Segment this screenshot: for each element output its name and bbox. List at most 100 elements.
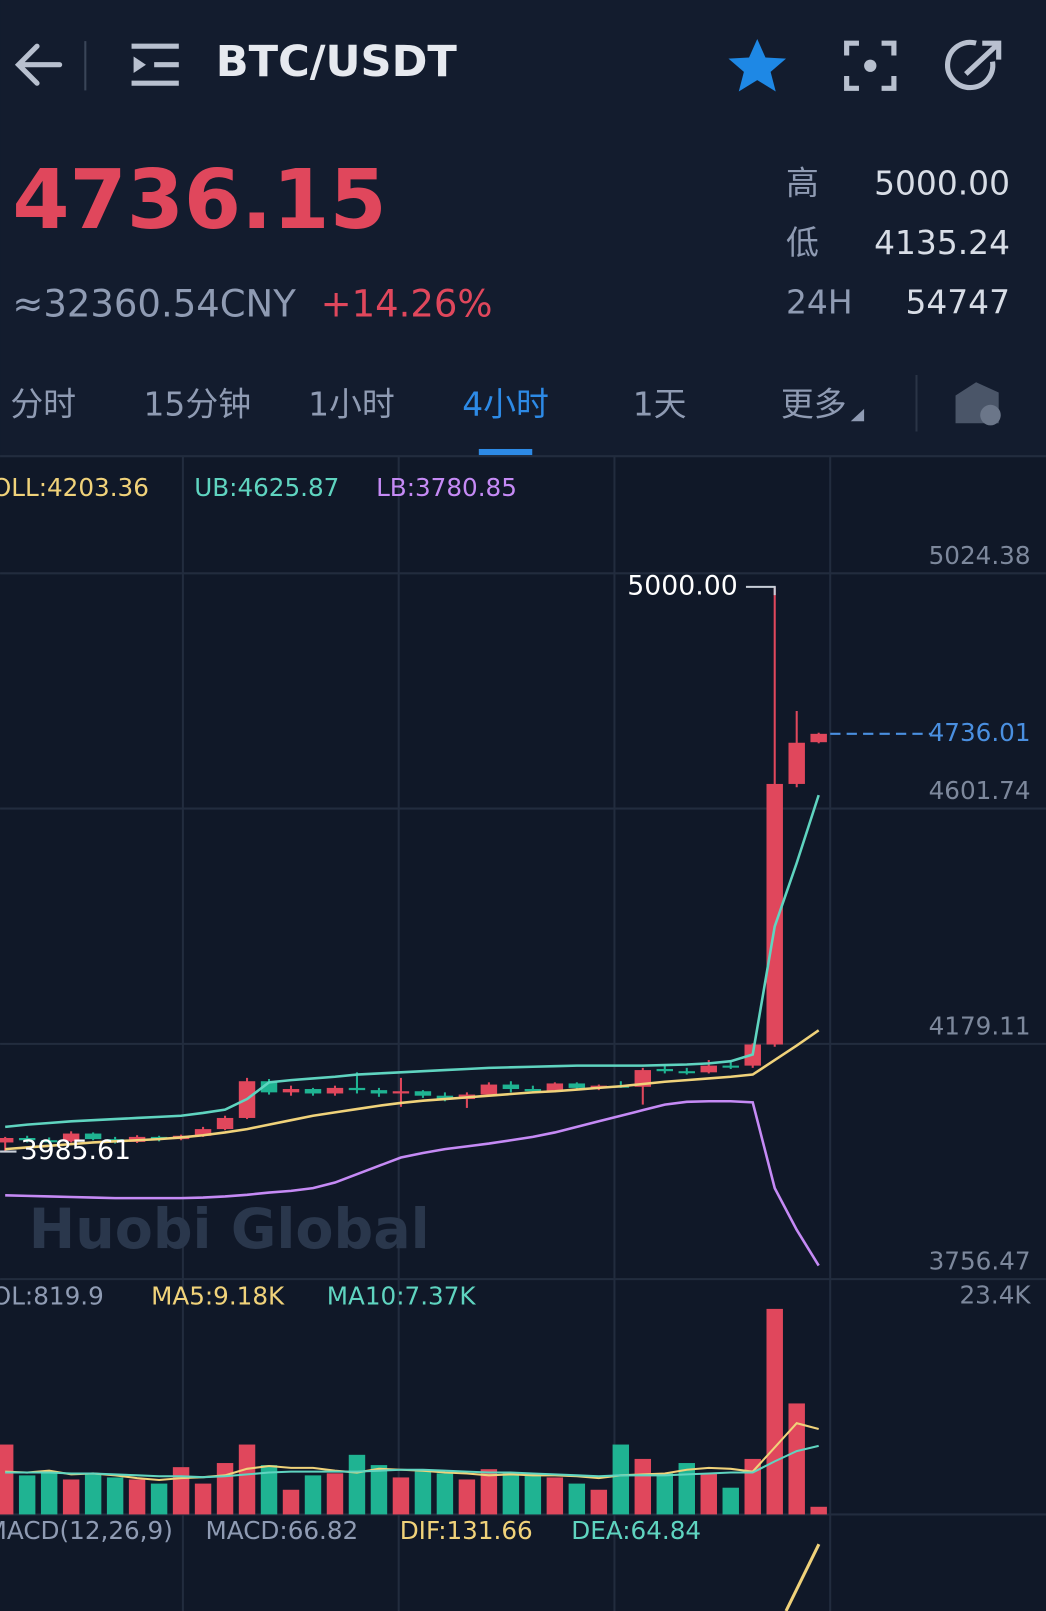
volume-bar bbox=[766, 1308, 783, 1515]
last-price-label: 4736.01 bbox=[929, 718, 1031, 747]
y-tick-label: 4601.74 bbox=[929, 776, 1031, 805]
volume-bar bbox=[128, 1479, 146, 1515]
back-icon[interactable] bbox=[14, 43, 63, 86]
candle-body bbox=[480, 1084, 498, 1095]
candle-body bbox=[392, 1091, 410, 1094]
volume-bar bbox=[502, 1473, 520, 1515]
candle-body bbox=[84, 1133, 102, 1140]
candle-body bbox=[546, 1083, 564, 1092]
volume-bar bbox=[370, 1465, 388, 1515]
macd-label: MACD:66.82 bbox=[206, 1516, 359, 1545]
candle-body bbox=[304, 1089, 322, 1094]
y-tick-label: 3756.47 bbox=[929, 1247, 1031, 1276]
macd-label: DIF:131.66 bbox=[400, 1516, 533, 1545]
volume-bar bbox=[788, 1403, 805, 1515]
candle-body bbox=[40, 1140, 58, 1143]
boll-line bbox=[5, 1029, 820, 1151]
stat-value: 4135.24 bbox=[874, 223, 1010, 262]
pair-title: BTC/USDT bbox=[216, 37, 458, 87]
stat-label: 24H bbox=[786, 283, 853, 322]
volume-bar bbox=[18, 1475, 36, 1515]
volume-label: MA5:9.18K bbox=[151, 1282, 285, 1311]
candle-body bbox=[414, 1091, 432, 1096]
candle-body bbox=[524, 1089, 542, 1092]
last-price: 4736.15 bbox=[12, 153, 386, 248]
candle-body bbox=[216, 1117, 234, 1130]
screenshot-icon[interactable] bbox=[844, 40, 897, 91]
time-grid bbox=[0, 456, 1046, 1611]
volume-bar bbox=[62, 1479, 80, 1515]
volume-bar bbox=[722, 1487, 739, 1515]
boll-line bbox=[5, 1099, 820, 1267]
watermark: Huobi Global bbox=[29, 1198, 430, 1262]
volume-label: MA10:7.37K bbox=[327, 1282, 477, 1311]
chart-settings-icon[interactable] bbox=[955, 382, 1001, 426]
volume-bar bbox=[392, 1477, 410, 1515]
volume-bar bbox=[524, 1473, 542, 1515]
candle-body bbox=[656, 1068, 674, 1072]
volume-bar bbox=[744, 1458, 761, 1515]
candle-body bbox=[568, 1083, 586, 1088]
candle-body bbox=[194, 1129, 212, 1136]
tab-underline bbox=[478, 448, 533, 456]
volume-bar bbox=[458, 1479, 476, 1515]
volume-bar bbox=[84, 1473, 102, 1515]
volume-bar bbox=[546, 1477, 564, 1515]
candle-body bbox=[678, 1071, 695, 1074]
volume-bar bbox=[480, 1469, 498, 1515]
stat-label: 低 bbox=[786, 223, 819, 262]
candle-body bbox=[0, 1138, 14, 1143]
indicator-label: UB:4625.87 bbox=[194, 473, 339, 502]
volume-bar bbox=[40, 1473, 58, 1515]
y-tick-label: 4179.11 bbox=[929, 1011, 1031, 1040]
indicator-label: LB:3780.85 bbox=[376, 473, 517, 502]
tab[interactable]: 更多 bbox=[781, 384, 847, 423]
tab[interactable]: 15分钟 bbox=[144, 384, 252, 423]
volume-tick-label: 23.4K bbox=[960, 1281, 1032, 1310]
volume-bar bbox=[700, 1473, 717, 1515]
volume-bar bbox=[238, 1444, 256, 1515]
volume-bar bbox=[348, 1454, 366, 1515]
volume-bar bbox=[150, 1483, 168, 1515]
stat-value: 54747 bbox=[905, 283, 1010, 322]
candle-body bbox=[810, 733, 827, 743]
high-marker-line bbox=[745, 585, 776, 596]
favorite-icon[interactable] bbox=[728, 39, 787, 92]
change: +14.26% bbox=[321, 283, 493, 326]
volume-bar bbox=[194, 1483, 212, 1515]
macd-label: MACD(12,26,9) bbox=[0, 1516, 173, 1545]
macd-line bbox=[784, 1543, 821, 1611]
cny-price: ≈32360.54CNY bbox=[12, 283, 296, 326]
volume-bar bbox=[568, 1483, 586, 1515]
tab[interactable]: 分时 bbox=[10, 384, 76, 423]
volume-bar bbox=[106, 1477, 124, 1515]
candle-body bbox=[502, 1084, 520, 1090]
volume-bar bbox=[260, 1465, 278, 1515]
volume-bar bbox=[634, 1458, 652, 1515]
boll-line bbox=[5, 794, 820, 1129]
volume-ma-line bbox=[5, 1444, 819, 1479]
indicator-label: BOLL:4203.36 bbox=[0, 473, 149, 502]
high-marker-label: 5000.00 bbox=[627, 570, 737, 601]
candle-body bbox=[282, 1089, 300, 1093]
candle-body bbox=[260, 1081, 278, 1093]
volume-bar bbox=[656, 1473, 674, 1515]
tab[interactable]: 1小时 bbox=[308, 384, 395, 423]
volume-bar bbox=[590, 1489, 608, 1515]
tab[interactable]: 4小时 bbox=[462, 384, 549, 423]
candle-body bbox=[722, 1065, 739, 1068]
share-icon[interactable] bbox=[945, 39, 1002, 91]
tab[interactable]: 1天 bbox=[633, 384, 687, 423]
low-marker-label: 3985.61 bbox=[21, 1135, 131, 1166]
candle-body bbox=[326, 1087, 344, 1094]
menu-icon[interactable] bbox=[131, 43, 179, 86]
volume-bar bbox=[326, 1473, 344, 1515]
y-tick-label: 5024.38 bbox=[929, 541, 1031, 570]
candle-body bbox=[62, 1133, 80, 1142]
candle-body bbox=[370, 1090, 388, 1094]
volume-bar bbox=[810, 1506, 827, 1515]
candle-body bbox=[348, 1087, 366, 1091]
dropdown-arrow bbox=[850, 408, 865, 422]
